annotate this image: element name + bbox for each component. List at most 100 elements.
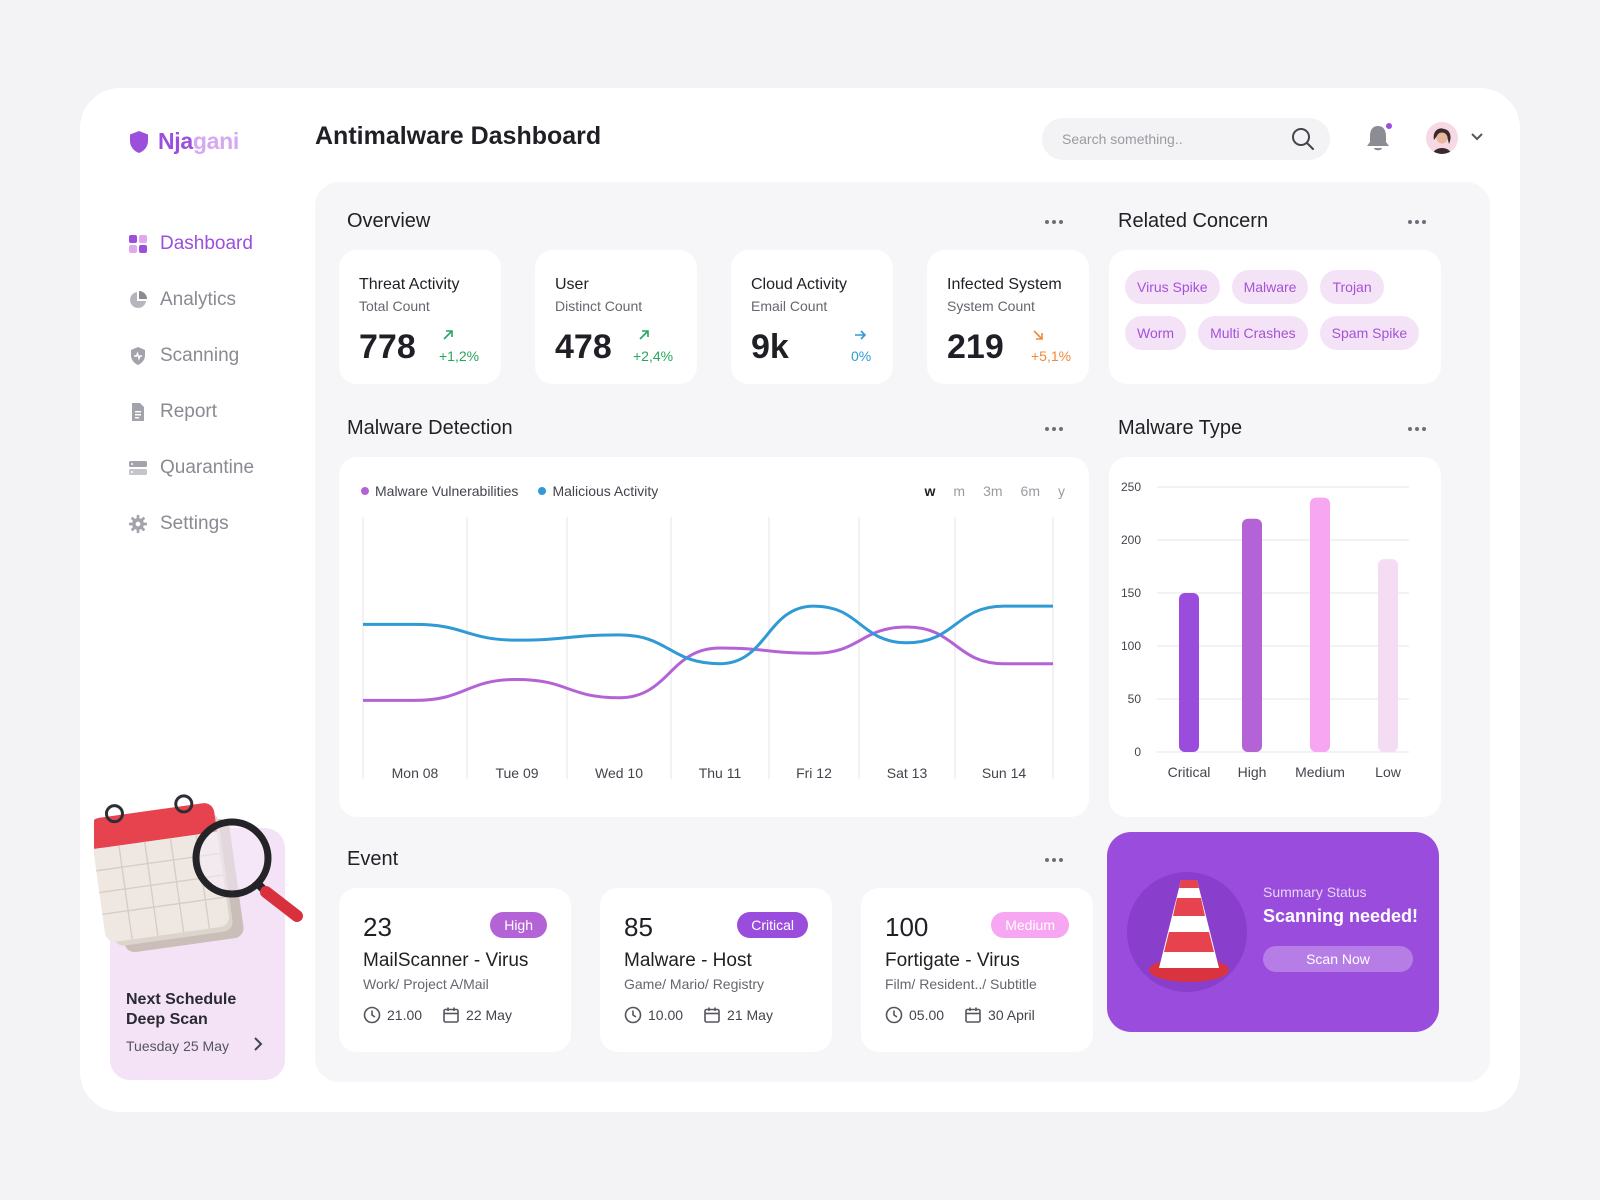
shield-logo-icon (130, 130, 148, 153)
bar-critical[interactable] (1179, 593, 1199, 752)
event-time: 05.00 (885, 1006, 944, 1024)
y-tick-label: 0 (1134, 745, 1141, 759)
event-path: Film/ Resident../ Subtitle (885, 976, 1037, 992)
sidebar-item-label: Settings (160, 513, 229, 534)
page-title: Antimalware Dashboard (315, 122, 602, 150)
concern-more-icon[interactable] (1408, 218, 1430, 226)
concern-tag[interactable]: Virus Spike (1125, 270, 1220, 304)
x-tick-label: Sat 13 (887, 765, 928, 781)
event-card[interactable]: 100 Medium Fortigate - Virus Film/ Resid… (861, 888, 1093, 1052)
sidebar-item-label: Quarantine (160, 457, 255, 478)
search-icon[interactable] (1290, 126, 1316, 152)
range-option-y[interactable]: y (1058, 483, 1065, 499)
detection-more-icon[interactable] (1045, 425, 1067, 433)
stat-card-user[interactable]: User Distinct Count 478 +2,4% (535, 250, 697, 384)
legend-dot (538, 487, 547, 495)
calendar-magnifier-illustration (94, 794, 303, 953)
clock-icon (363, 1006, 381, 1024)
event-meta: 10.00 21 May (624, 1006, 773, 1024)
concern-tag[interactable]: Trojan (1320, 270, 1384, 304)
stat-value: 9k (751, 328, 789, 366)
event-count: 100 (885, 912, 929, 942)
event-date-text: 30 April (988, 1007, 1035, 1023)
y-tick-label: 200 (1121, 533, 1141, 547)
event-name: Fortigate - Virus (885, 950, 1020, 971)
traffic-cone-icon (1127, 872, 1247, 992)
legend-item: Malicious Activity (538, 483, 658, 499)
event-date: 22 May (442, 1006, 512, 1024)
bar-medium[interactable] (1310, 497, 1330, 752)
malware-detection-title: Malware Detection (347, 417, 513, 439)
stat-subtitle: Email Count (751, 298, 828, 314)
concern-tag[interactable]: Multi Crashes (1198, 316, 1308, 350)
event-count: 85 (624, 912, 653, 942)
event-title: Event (347, 848, 399, 870)
sidebar-nav: Dashboard Analytics Scanning (128, 216, 254, 552)
stat-title: Cloud Activity (751, 276, 848, 293)
sidebar-item-analytics[interactable]: Analytics (128, 272, 254, 328)
x-tick-label: Mon 08 (392, 765, 439, 781)
concern-tag[interactable]: Spam Spike (1319, 316, 1420, 350)
legend-label: Malicious Activity (552, 483, 659, 499)
event-time-text: 10.00 (648, 1007, 684, 1023)
overview-more-icon[interactable] (1045, 218, 1067, 226)
series-line (362, 604, 1053, 666)
range-option-w[interactable]: w (924, 483, 936, 499)
overview-title: Overview (347, 210, 431, 232)
concern-tag[interactable]: Malware (1231, 270, 1309, 304)
event-date-text: 21 May (727, 1007, 773, 1023)
stat-card-infected-system[interactable]: Infected System System Count 219 +5,1% (927, 250, 1089, 384)
event-name: MailScanner - Virus (363, 950, 529, 971)
pie-chart-icon (128, 290, 148, 310)
event-card[interactable]: 23 High MailScanner - Virus Work/ Projec… (339, 888, 571, 1052)
event-more-icon[interactable] (1045, 856, 1067, 864)
bar-high[interactable] (1242, 518, 1262, 752)
search-input[interactable] (1042, 118, 1330, 160)
bell-icon[interactable] (1364, 122, 1394, 154)
range-option-m[interactable]: m (953, 483, 966, 499)
stat-value: 778 (359, 328, 416, 366)
summary-status-card: Summary Status Scanning needed! Scan Now (1107, 832, 1439, 1032)
brand-logo[interactable]: Njagani (128, 128, 239, 155)
arrow-down-right-icon (1033, 330, 1043, 340)
event-meta: 05.00 30 April (885, 1006, 1035, 1024)
malware-type-more-icon[interactable] (1408, 425, 1430, 433)
malware-type-title: Malware Type (1118, 417, 1243, 439)
bar-low[interactable] (1378, 559, 1398, 752)
range-option-6m[interactable]: 6m (1020, 483, 1040, 499)
sidebar-item-report[interactable]: Report (128, 384, 254, 440)
event-count: 23 (363, 912, 392, 942)
sidebar-item-scanning[interactable]: Scanning (128, 328, 254, 384)
malware-type-card: 0 50 100 150 200 250 Critical High Medium Low (1109, 457, 1441, 817)
stat-delta: +5,1% (1031, 348, 1072, 364)
range-option-3m[interactable]: 3m (983, 483, 1003, 499)
stat-card-threat-activity[interactable]: Threat Activity Total Count 778 +1,2% (339, 250, 501, 384)
avatar[interactable] (1426, 122, 1458, 154)
calendar-icon (965, 1007, 981, 1023)
malware-type-bar-chart: 0 50 100 150 200 250 Critical High Medium Low (1121, 480, 1409, 780)
event-time: 21.00 (363, 1006, 422, 1024)
severity-badge: Medium (991, 912, 1069, 938)
stat-delta: 0% (851, 348, 872, 364)
sidebar-item-quarantine[interactable]: Quarantine (128, 440, 254, 496)
stat-subtitle: System Count (947, 298, 1035, 314)
event-card[interactable]: 85 Critical Malware - Host Game/ Mario/ … (600, 888, 832, 1052)
sidebar-item-settings[interactable]: Settings (128, 496, 254, 552)
chevron-down-icon[interactable] (1468, 128, 1486, 146)
x-tick-label: Fri 12 (796, 765, 832, 781)
server-icon (128, 458, 148, 478)
event-date: 30 April (964, 1006, 1035, 1024)
stat-card-cloud-activity[interactable]: Cloud Activity Email Count 9k 0% (731, 250, 893, 384)
legend-dot (361, 487, 369, 495)
grid-icon (128, 234, 148, 254)
chevron-right-icon[interactable] (248, 1034, 268, 1054)
arrow-up-right-icon (639, 330, 649, 340)
scan-now-button[interactable]: Scan Now (1263, 946, 1413, 972)
calendar-icon (704, 1007, 720, 1023)
clock-icon (624, 1006, 642, 1024)
concern-tag[interactable]: Worm (1125, 316, 1187, 350)
x-tick-label: Thu 11 (699, 765, 742, 781)
sidebar-item-label: Analytics (160, 289, 237, 310)
sidebar-item-dashboard[interactable]: Dashboard (128, 216, 254, 272)
y-tick-label: 150 (1121, 586, 1141, 600)
